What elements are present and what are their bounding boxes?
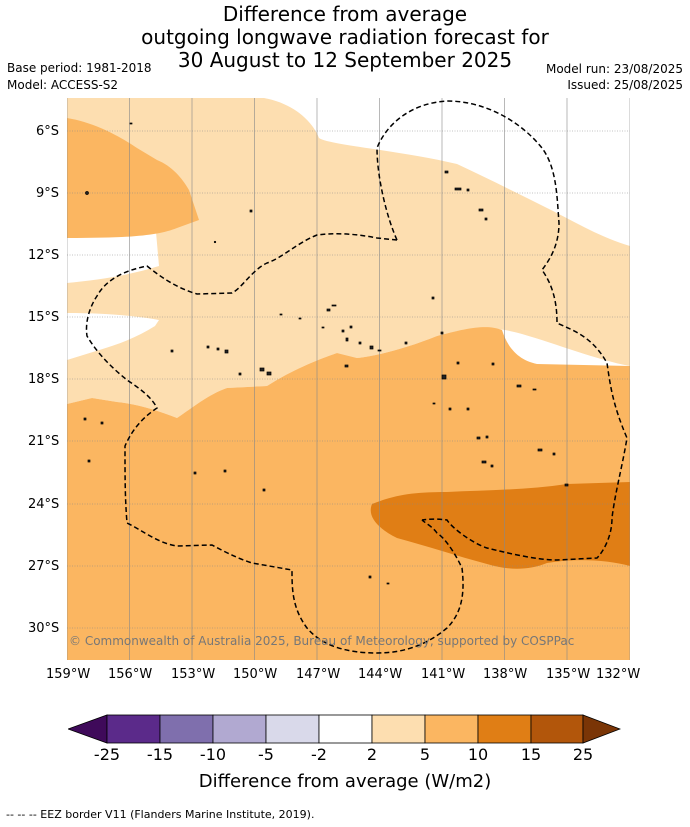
model-run: Model run: 23/08/2025: [545, 62, 683, 76]
band-5-10-region-south: [67, 327, 630, 660]
lon-tick-159w: 159°W: [46, 667, 91, 682]
band-5-10-region-north: [67, 118, 199, 238]
colorbar-swatch: [159, 714, 214, 744]
band-10-15-region: [370, 482, 630, 569]
lon-tick-144w: 144°W: [358, 667, 403, 682]
eez-footer-note: -- -- -- EEZ border V11 (Flanders Marine…: [6, 808, 315, 821]
colorbar-swatch: [106, 714, 161, 744]
model-name: Model: ACCESS-S2: [7, 78, 119, 92]
issued-date: Issued: 25/08/2025: [567, 78, 683, 92]
colorbar-label: 15: [520, 745, 542, 764]
map-shading: [67, 98, 630, 660]
band-2-5-region: [67, 98, 630, 418]
lat-tick-9s: 9°S: [36, 186, 60, 201]
lon-tick-156w: 156°W: [108, 667, 153, 682]
eez-border-central: [85, 233, 464, 654]
colorbar-swatch: [424, 714, 479, 744]
colorbar-label: -5: [258, 745, 274, 764]
colorbar-label: -25: [93, 745, 121, 764]
lon-tick-153w: 153°W: [171, 667, 216, 682]
lon-tick-150w: 150°W: [233, 667, 278, 682]
colorbar-swatch: [477, 714, 532, 744]
eez-border-lines: [85, 100, 628, 654]
eez-border-north: [376, 100, 628, 561]
lon-tick-147w: 147°W: [296, 667, 341, 682]
colorbar-swatch: [212, 714, 267, 744]
colorbar-swatch: [265, 714, 320, 744]
lat-tick-24s: 24°S: [28, 497, 60, 512]
colorbar-label: -10: [199, 745, 227, 764]
colorbar-label: 10: [467, 745, 489, 764]
colorbar-swatch: [371, 714, 426, 744]
colorbar-label: 2: [366, 745, 378, 764]
base-period: Base period: 1981-2018: [7, 61, 152, 75]
lat-tick-21s: 21°S: [28, 434, 60, 449]
title-line-3: 30 August to 12 September 2025: [177, 48, 513, 72]
colorbar-label: -15: [146, 745, 174, 764]
lat-tick-15s: 15°S: [28, 310, 60, 325]
lon-tick-132w: 132°W: [596, 667, 641, 682]
graticule: [67, 98, 630, 660]
colorbar-label: 5: [419, 745, 431, 764]
olr-anomaly-map: © Commonwealth of Australia 2025, Bureau…: [67, 98, 630, 660]
lat-tick-6s: 6°S: [36, 124, 60, 139]
lat-tick-30s: 30°S: [28, 621, 60, 636]
title-line-1: Difference from average: [222, 2, 468, 26]
colorbar-swatch: [530, 714, 584, 744]
colorbar-label: 25: [572, 745, 594, 764]
islands: [83, 122, 569, 585]
colorbar-swatch: [318, 714, 373, 744]
colorbar-extend-high: [582, 714, 621, 744]
colorbar-label: -2: [311, 745, 327, 764]
colorbar-extend-low: [68, 714, 108, 744]
title-line-2: outgoing longwave radiation forecast for: [141, 25, 549, 49]
copyright-text: © Commonwealth of Australia 2025, Bureau…: [69, 634, 574, 648]
lon-tick-138w: 138°W: [483, 667, 528, 682]
colorbar-title: Difference from average (W/m2): [198, 771, 492, 792]
lat-tick-27s: 27°S: [28, 559, 60, 574]
lon-tick-141w: 141°W: [421, 667, 466, 682]
lat-tick-18s: 18°S: [28, 372, 60, 387]
colorbar: [68, 714, 621, 744]
lat-tick-12s: 12°S: [28, 248, 60, 263]
lon-tick-135w: 135°W: [546, 667, 591, 682]
